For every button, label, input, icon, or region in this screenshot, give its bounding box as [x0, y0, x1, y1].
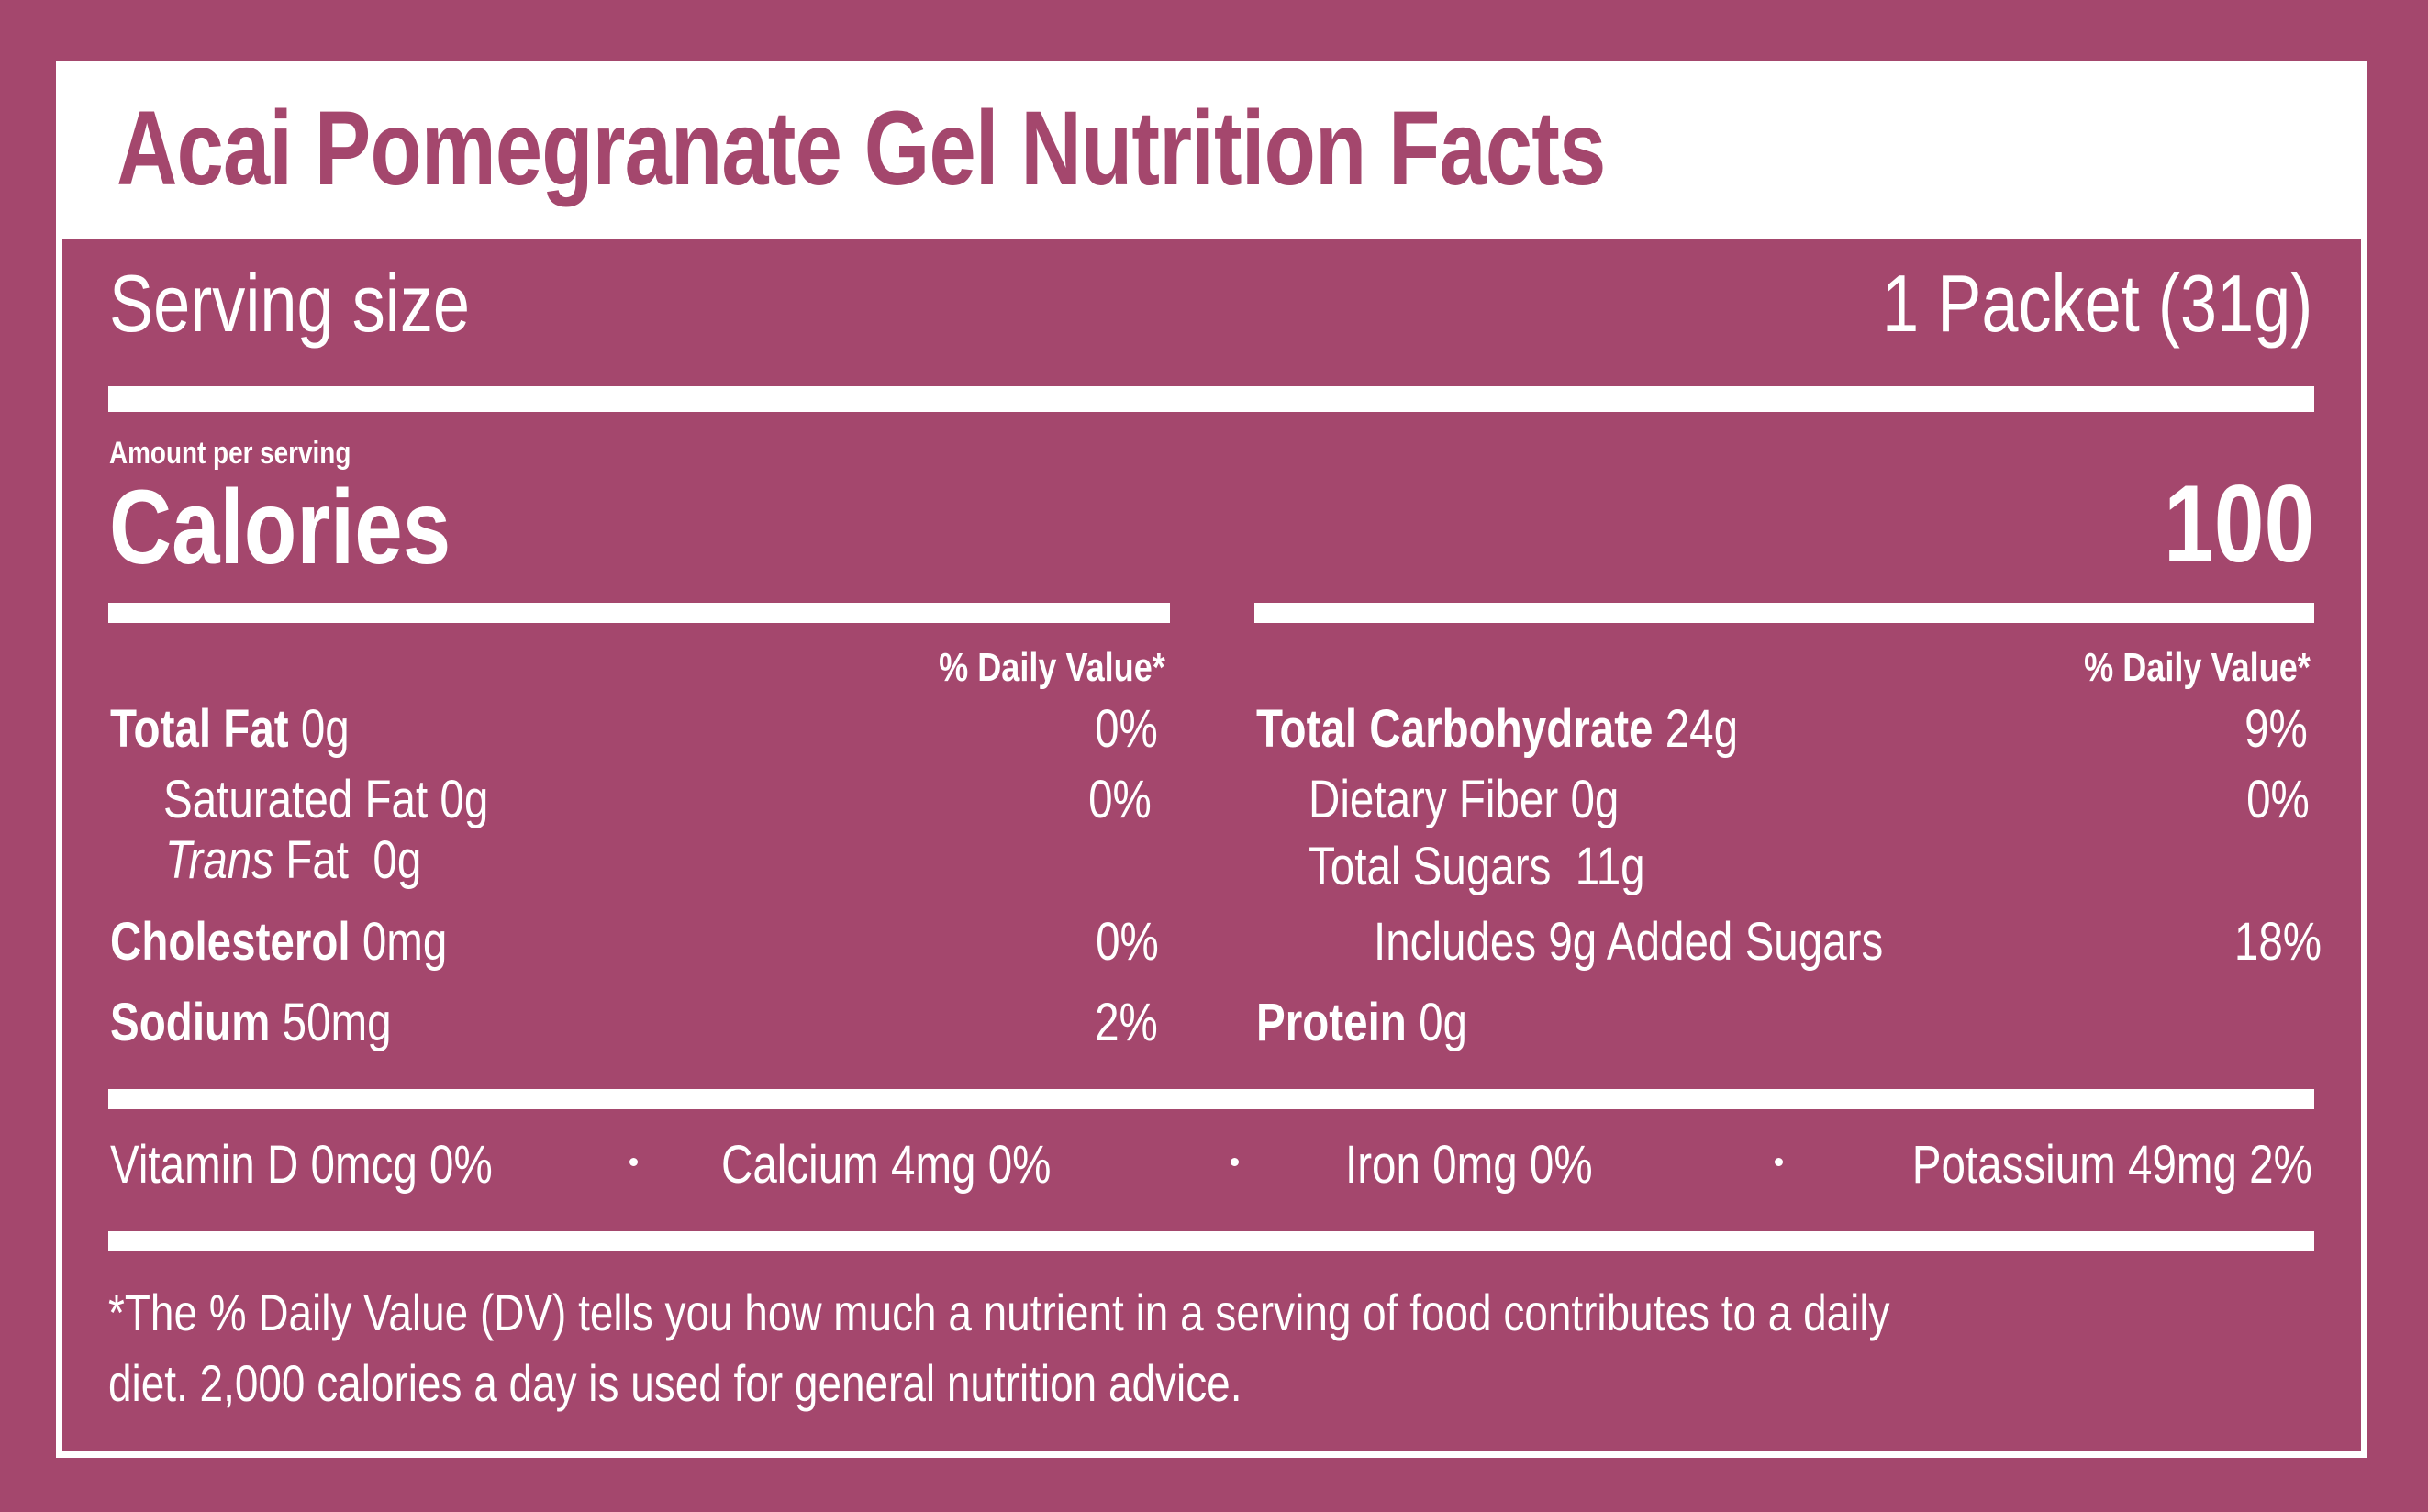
- nutrient-dv-sodium: 2%: [1095, 993, 1158, 1052]
- nutrient-row-total-carbohydrate: Total Carbohydrate 24g: [1256, 703, 1738, 756]
- separator-dot-icon: [629, 1158, 638, 1166]
- label-title: Acai Pomegranate Gel Nutrition Facts: [117, 90, 1606, 207]
- nutrient-label: Sodium: [110, 993, 271, 1052]
- nutrient-dv-total-fat: 0%: [1095, 699, 1158, 759]
- nutrient-label: Total Fat: [110, 699, 289, 759]
- nutrient-row-trans-fat: Trans Fat 0g: [165, 834, 421, 887]
- nutrient-row-total-sugars: Total Sugars 11g: [1309, 840, 1645, 894]
- divider-left-column: [108, 603, 1170, 623]
- nutrient-label: Includes 9g Added Sugars: [1374, 912, 1884, 972]
- divider-right-column: [1254, 603, 2314, 623]
- nutrient-label: Protein: [1256, 993, 1407, 1052]
- nutrient-label: Total Sugars: [1309, 837, 1552, 896]
- micronutrient-calcium: Calcium 4mg 0%: [721, 1135, 1052, 1195]
- nutrient-dv-cholesterol: 0%: [1096, 912, 1159, 972]
- nutrient-amount: 0g: [300, 699, 350, 759]
- nutrient-label: Cholesterol: [110, 912, 351, 972]
- nutrient-label: Saturated Fat: [163, 770, 429, 829]
- footnote-line-2: diet. 2,000 calories a day is used for g…: [108, 1354, 1242, 1412]
- nutrient-row-cholesterol: Cholesterol 0mg: [110, 916, 447, 969]
- micronutrient-vitamin-d: Vitamin D 0mcg 0%: [110, 1135, 493, 1195]
- micronutrient-potassium: Potassium 49mg 2%: [1911, 1135, 2312, 1195]
- nutrient-dv-saturated-fat: 0%: [1088, 770, 1152, 829]
- nutrient-amount: 0g: [1570, 770, 1620, 829]
- nutrient-label: Total Carbohydrate: [1256, 699, 1654, 759]
- nutrient-label: Fat: [285, 830, 349, 890]
- daily-value-header-right: % Daily Value*: [2084, 645, 2311, 690]
- divider-thick-serving: [108, 386, 2314, 412]
- micronutrient-iron: Iron 0mg 0%: [1345, 1135, 1593, 1195]
- daily-value-header-left: % Daily Value*: [939, 645, 1165, 690]
- nutrient-row-saturated-fat: Saturated Fat 0g: [163, 773, 488, 827]
- nutrient-dv-total-carbohydrate: 9%: [2244, 699, 2308, 759]
- nutrient-row-sodium: Sodium 50mg: [110, 996, 392, 1050]
- nutrient-amount: 0g: [1419, 993, 1467, 1052]
- calories-value: 100: [2163, 462, 2314, 585]
- nutrient-row-total-fat: Total Fat 0g: [110, 703, 350, 756]
- nutrient-amount: 11g: [1575, 837, 1645, 896]
- nutrient-row-dietary-fiber: Dietary Fiber 0g: [1309, 773, 1619, 827]
- nutrient-row-added-sugars: Includes 9g Added Sugars: [1374, 916, 1883, 969]
- separator-dot-icon: [1775, 1158, 1783, 1166]
- nutrient-amount: 50mg: [282, 993, 392, 1052]
- nutrient-amount: 0g: [373, 830, 422, 890]
- nutrient-row-protein: Protein 0g: [1256, 996, 1467, 1050]
- serving-size-value: 1 Packet (31g): [1881, 258, 2312, 349]
- divider-before-micronutrients: [108, 1089, 2314, 1109]
- divider-before-footnote: [108, 1231, 2314, 1251]
- amount-per-serving-label: Amount per serving: [109, 436, 351, 471]
- label-header: [56, 61, 2367, 239]
- nutrient-label: Dietary Fiber: [1309, 770, 1559, 829]
- nutrient-dv-dietary-fiber: 0%: [2246, 770, 2310, 829]
- nutrient-amount: 0g: [440, 770, 489, 829]
- nutrient-amount: 24g: [1665, 699, 1739, 759]
- serving-size-label: Serving size: [109, 258, 471, 349]
- footnote-line-1: *The % Daily Value (DV) tells you how mu…: [108, 1284, 1890, 1341]
- nutrient-amount: 0mg: [362, 912, 448, 972]
- nutrient-dv-added-sugars: 18%: [2233, 912, 2322, 972]
- separator-dot-icon: [1231, 1158, 1239, 1166]
- nutrient-label-italic: Trans: [165, 830, 274, 890]
- calories-label: Calories: [109, 469, 451, 586]
